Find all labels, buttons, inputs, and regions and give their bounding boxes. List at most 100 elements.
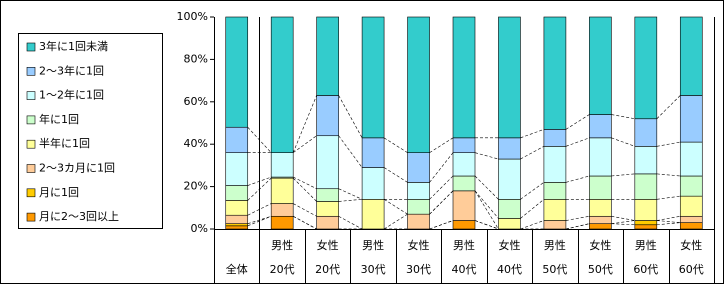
bar-segment [634,118,658,147]
bar-segment [589,175,612,200]
y-tick-label: 0% [191,222,208,235]
bar-segment [452,16,476,139]
bar-segment [407,213,430,230]
x-tick-label: 女性 [408,238,430,252]
series-connector [474,152,499,160]
series-connector [292,95,317,153]
series-connector [656,141,681,147]
bar-segment [634,220,658,226]
series-connector [474,220,499,230]
bar-segment [589,223,612,230]
bar-segment [589,199,612,217]
bar-segment [452,220,476,230]
bar-segment [634,173,658,200]
bar-segment [407,152,430,183]
bar-segment [543,146,567,183]
bar-segment [679,16,703,96]
series-connector [247,127,272,153]
bar-segment [589,114,612,139]
bar-segment [634,146,658,175]
legend-label: 年に1回 [39,112,79,126]
bar-segment [679,95,703,143]
x-tick-label: 男性 [453,238,475,252]
bar-segment [316,215,339,230]
series-connector [611,137,635,147]
series-connector [338,188,363,200]
bar-segment [316,95,339,137]
legend-swatch [26,115,36,125]
legend-box [18,33,163,229]
x-tick-label: 40代 [452,263,477,276]
x-tick-label: 女性 [317,238,339,252]
x-tick-label: 60代 [633,263,658,276]
series-connector [656,173,681,177]
series-connector [565,175,590,183]
bar-segment [225,126,249,153]
bar-segment [225,225,249,230]
bar-segment [225,200,249,216]
bar-segment [679,215,703,223]
bar-segment [225,223,249,227]
bar-segment [543,182,567,200]
bar-segment [589,137,612,177]
series-connector [338,199,363,202]
x-tick-label: 男性 [271,238,293,252]
x-tick-label: 全体 [226,262,248,276]
bar-segment [634,199,658,221]
series-connector [656,220,681,223]
bar-segment [361,199,385,230]
legend-swatch [26,188,36,198]
series-connector [429,190,454,215]
series-connector [520,199,545,219]
series-connector [429,220,454,230]
x-tick-label: 60代 [679,263,704,276]
x-tick-label: 50代 [588,263,613,276]
legend-label: 1～2年に1回 [39,88,104,102]
series-connector [474,190,499,219]
y-tick-label: 100% [177,10,208,23]
bar-segment [452,190,476,221]
y-tick-label: 20% [184,180,208,193]
bar-segment [679,175,703,197]
series-connector [656,95,681,119]
legend-label: 月に1回 [39,186,79,199]
bar-segment [498,137,521,160]
bar-segment [270,16,294,153]
series-connector [611,173,635,177]
x-tick-label: 40代 [497,263,522,276]
series-connector [565,223,590,230]
bar-segment [270,215,294,230]
series-connector [611,223,635,226]
series-connector [338,95,363,138]
legend-label: 月に2～3回以上 [39,210,119,223]
bar-segment [634,16,658,120]
x-tick-label: 30代 [406,263,431,276]
series-connector [611,215,635,221]
bar-segment [316,188,339,202]
legend-swatch [26,139,36,149]
series-connector [338,216,363,230]
bar-segment [316,135,339,190]
legend-label: 半年に1回 [39,136,90,150]
series-connector [292,177,317,202]
bar-segment [679,195,703,217]
series-connector [520,220,545,230]
legend-swatch [26,67,36,76]
bar-segment [225,214,249,225]
series-connector [474,175,499,200]
bar-segment [407,199,430,215]
bar-segment [679,141,703,177]
series-connector [429,175,454,200]
legend-swatch [26,164,36,173]
series-connector [338,135,363,168]
x-tick-label: 男性 [544,238,566,252]
series-connector [293,203,317,217]
x-tick-label: 20代 [270,263,295,276]
bar-segment [316,16,339,96]
series-connector [565,137,590,147]
bar-segment [498,199,521,219]
bar-segment [225,16,249,128]
legend-swatch [26,212,36,222]
series-connector [520,146,545,160]
